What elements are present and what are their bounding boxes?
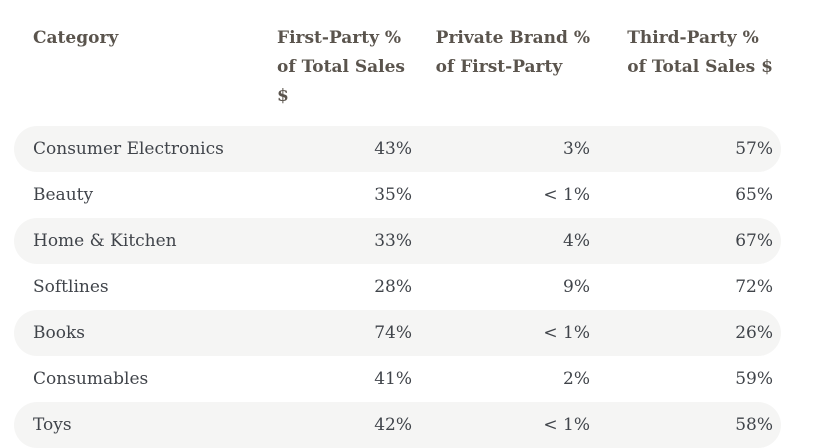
column-header-label: First-Party % of Total Sales $: [277, 28, 405, 106]
category-cell: Toys: [14, 402, 277, 448]
category-cell: Softlines: [33, 277, 109, 297]
column-header-label: Private Brand % of First-Party: [435, 28, 590, 77]
table-body: Consumer Electronics 43% 3% 57% Beauty 3…: [14, 126, 781, 448]
first-party-cell: 35%: [374, 185, 412, 205]
first-party-cell: 33%: [277, 218, 412, 264]
private-brand-cell: < 1%: [412, 310, 590, 356]
category-cell: Beauty: [33, 185, 94, 205]
table-row-consumer-electronics: Consumer Electronics 43% 3% 57%: [14, 126, 781, 172]
private-brand-cell: 3%: [412, 126, 590, 172]
header-row: Category First-Party % of Total Sales $ …: [14, 24, 781, 126]
third-party-cell: 26%: [590, 310, 781, 356]
table-row-books: Books 74% < 1% 26%: [14, 310, 781, 356]
category-cell: Consumer Electronics: [14, 126, 277, 172]
third-party-cell: 58%: [590, 402, 781, 448]
column-header-category: Category: [14, 24, 277, 126]
private-brand-cell: < 1%: [412, 402, 590, 448]
category-sales-table-container: Category First-Party % of Total Sales $ …: [14, 24, 781, 448]
private-brand-cell: 9%: [563, 277, 590, 297]
category-cell: Home & Kitchen: [14, 218, 277, 264]
third-party-cell: 67%: [590, 218, 781, 264]
third-party-cell: 59%: [735, 369, 773, 389]
table-row-home-kitchen: Home & Kitchen 33% 4% 67%: [14, 218, 781, 264]
column-header-first-party: First-Party % of Total Sales $: [277, 24, 412, 126]
first-party-cell: 42%: [277, 402, 412, 448]
column-header-third-party: Third-Party % of Total Sales $: [590, 24, 781, 126]
column-header-label: Third-Party % of Total Sales $: [627, 28, 773, 77]
table-header: Category First-Party % of Total Sales $ …: [14, 24, 781, 126]
column-header-label: Category: [33, 28, 119, 48]
column-header-private-brand: Private Brand % of First-Party: [412, 24, 590, 126]
category-cell: Consumables: [33, 369, 149, 389]
category-cell: Books: [14, 310, 277, 356]
third-party-cell: 65%: [735, 185, 773, 205]
private-brand-cell: 4%: [412, 218, 590, 264]
third-party-cell: 57%: [590, 126, 781, 172]
first-party-cell: 28%: [374, 277, 412, 297]
first-party-cell: 43%: [277, 126, 412, 172]
category-sales-table: Category First-Party % of Total Sales $ …: [14, 24, 781, 448]
first-party-cell: 41%: [374, 369, 412, 389]
table-row-consumables: Consumables 41% 2% 59%: [14, 356, 781, 402]
private-brand-cell: 2%: [563, 369, 590, 389]
table-row-beauty: Beauty 35% < 1% 65%: [14, 172, 781, 218]
private-brand-cell: < 1%: [543, 185, 590, 205]
table-row-toys: Toys 42% < 1% 58%: [14, 402, 781, 448]
table-row-softlines: Softlines 28% 9% 72%: [14, 264, 781, 310]
first-party-cell: 74%: [277, 310, 412, 356]
third-party-cell: 72%: [735, 277, 773, 297]
